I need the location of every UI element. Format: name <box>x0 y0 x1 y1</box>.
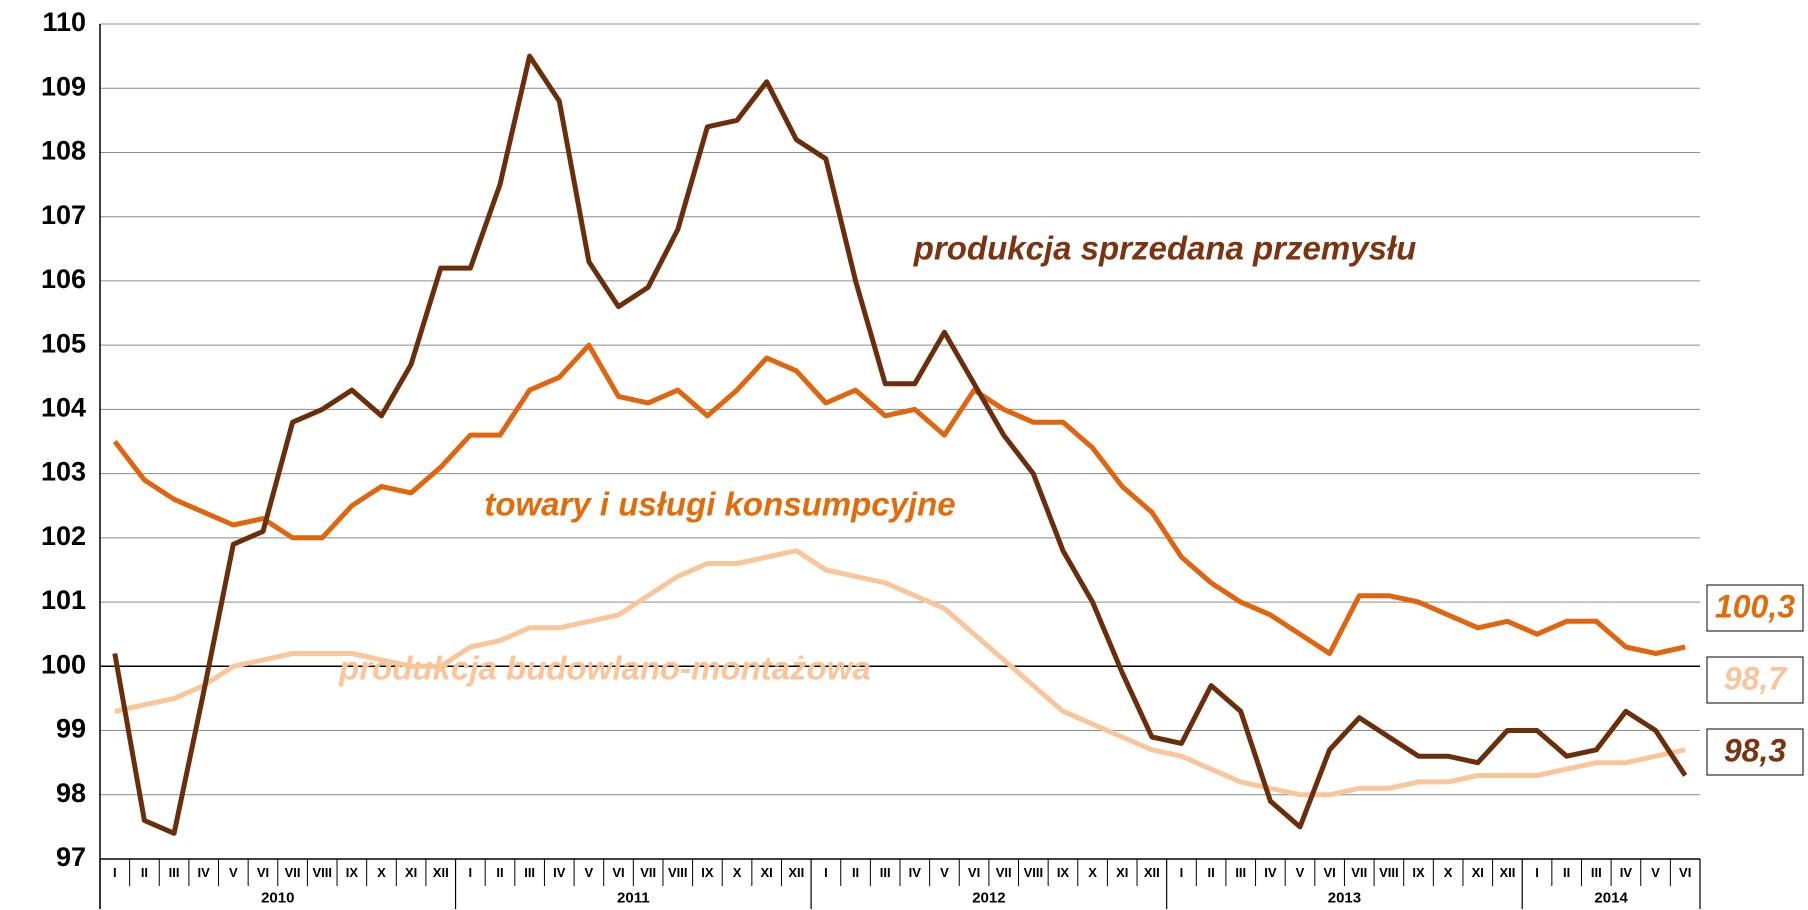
x-tick-label: X <box>1444 865 1453 880</box>
series-label: towary i usługi konsumpcyjne <box>484 486 955 523</box>
y-tick-label: 101 <box>41 585 86 615</box>
y-tick-label: 104 <box>41 393 86 423</box>
y-tick-label: 100 <box>41 649 86 679</box>
x-tick-label: VIII <box>1024 865 1044 880</box>
x-tick-label: VII <box>996 865 1012 880</box>
x-tick-label: X <box>1088 865 1097 880</box>
x-tick-label: XI <box>1472 865 1484 880</box>
x-group-label: 2014 <box>1594 889 1628 906</box>
x-tick-label: XI <box>761 865 773 880</box>
y-tick-label: 99 <box>56 714 86 744</box>
value-label: 100,3 <box>1715 588 1795 624</box>
x-tick-label: II <box>1207 865 1214 880</box>
x-tick-label: VI <box>257 865 269 880</box>
x-tick-label: III <box>1591 865 1602 880</box>
x-tick-label: IV <box>1620 865 1633 880</box>
x-tick-label: IX <box>701 865 714 880</box>
x-tick-label: VIII <box>1379 865 1399 880</box>
x-tick-label: VI <box>1679 865 1691 880</box>
x-tick-label: VII <box>285 865 301 880</box>
x-tick-label: IV <box>1264 865 1277 880</box>
x-tick-label: I <box>824 865 828 880</box>
x-tick-label: X <box>377 865 386 880</box>
x-tick-label: III <box>1235 865 1246 880</box>
series-label: produkcja budowlano-montażowa <box>338 650 871 687</box>
value-label-box <box>1706 584 1804 632</box>
series-label: produkcja sprzedana przemysłu <box>913 230 1417 267</box>
x-group-label: 2013 <box>1328 889 1361 906</box>
series-line <box>112 53 1688 836</box>
x-tick-label: II <box>141 865 148 880</box>
x-tick-label: IX <box>346 865 359 880</box>
x-tick-label: VI <box>968 865 980 880</box>
x-tick-label: II <box>852 865 859 880</box>
y-tick-label: 98 <box>56 778 86 808</box>
y-tick-label: 106 <box>41 264 86 294</box>
x-tick-label: XII <box>1499 865 1515 880</box>
y-tick-label: 103 <box>41 457 86 487</box>
x-tick-label: IX <box>1412 865 1425 880</box>
y-tick-label: 108 <box>41 136 86 166</box>
x-tick-label: XI <box>405 865 417 880</box>
y-tick-label: 97 <box>56 842 86 872</box>
x-tick-label: VII <box>640 865 656 880</box>
x-tick-label: XI <box>1116 865 1128 880</box>
x-tick-label: IV <box>198 865 211 880</box>
y-tick-label: 105 <box>41 328 86 358</box>
x-tick-label: IV <box>909 865 922 880</box>
y-tick-label: 102 <box>41 521 86 551</box>
series-line <box>112 342 1686 656</box>
x-tick-label: VIII <box>668 865 688 880</box>
x-tick-label: IX <box>1057 865 1070 880</box>
x-tick-label: XII <box>433 865 449 880</box>
x-tick-label: I <box>1180 865 1184 880</box>
x-tick-label: V <box>585 865 594 880</box>
x-tick-label: VII <box>1351 865 1367 880</box>
x-group-label: 2010 <box>261 889 294 906</box>
x-tick-label: VI <box>612 865 624 880</box>
x-tick-label: I <box>469 865 473 880</box>
y-tick-label: 109 <box>41 71 86 101</box>
x-tick-label: VIII <box>312 865 332 880</box>
x-tick-label: II <box>1563 865 1570 880</box>
x-group-label: 2011 <box>617 889 650 906</box>
x-tick-label: X <box>733 865 742 880</box>
x-tick-label: V <box>940 865 949 880</box>
y-tick-label: 110 <box>42 7 86 37</box>
x-tick-label: V <box>1651 865 1660 880</box>
x-tick-label: V <box>1296 865 1305 880</box>
value-label: 98,7 <box>1724 660 1788 696</box>
x-tick-label: II <box>496 865 503 880</box>
value-label-box <box>1706 728 1804 776</box>
x-tick-label: V <box>229 865 238 880</box>
x-tick-label: I <box>113 865 117 880</box>
value-label-box <box>1706 656 1804 704</box>
x-group-label: 2012 <box>972 889 1005 906</box>
x-tick-label: III <box>169 865 180 880</box>
x-tick-label: XII <box>788 865 804 880</box>
x-tick-label: III <box>524 865 535 880</box>
x-tick-label: I <box>1535 865 1539 880</box>
value-label: 98,3 <box>1724 732 1786 768</box>
x-tick-label: IV <box>553 865 566 880</box>
x-tick-label: VI <box>1323 865 1335 880</box>
y-tick-label: 107 <box>41 200 86 230</box>
x-tick-label: XII <box>1144 865 1160 880</box>
x-tick-label: III <box>880 865 891 880</box>
series-line <box>114 548 1686 798</box>
